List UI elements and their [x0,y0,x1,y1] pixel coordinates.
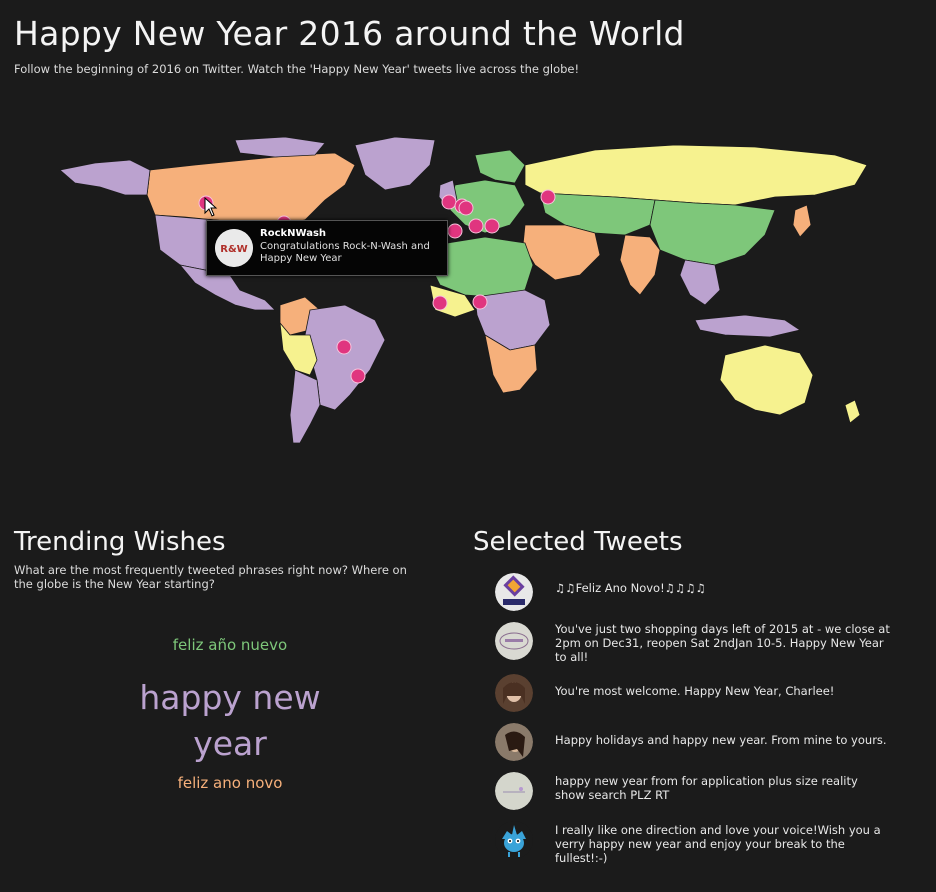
tooltip-username: RockNWash [260,228,327,239]
shop-logo-icon [495,622,533,660]
region-canada[interactable] [146,152,356,226]
trending-phrase[interactable]: feliz año nuevo [172,636,288,654]
tweet-text: You're most welcome. Happy New Year, Cha… [555,684,835,698]
tweet-text: happy new year from for application plus… [555,774,858,802]
tweet-marker[interactable] [468,218,484,234]
region-australia[interactable] [719,344,814,416]
tweet-text: I really like one direction and love you… [555,823,881,865]
trending-phrase[interactable]: feliz ano novo [177,774,283,792]
tweet-marker[interactable] [447,223,463,239]
trending-description: What are the most frequently tweeted phr… [14,563,407,591]
region-china[interactable] [649,199,776,266]
tweet-marker[interactable] [350,368,366,384]
woman-portrait-icon [495,674,533,712]
woman-photo-icon [495,723,533,761]
tweet-marker[interactable] [484,218,500,234]
selected-tweets-title: Selected Tweets [473,527,683,557]
tweet-text: You've just two shopping days left of 20… [555,622,890,664]
region-middle-east[interactable] [522,224,601,281]
tweet-marker[interactable] [458,200,474,216]
region-japan[interactable] [792,204,812,238]
tweet-marker[interactable] [472,294,488,310]
tweet-marker[interactable] [432,295,448,311]
tweet-marker[interactable] [336,339,352,355]
svg-text:R&W: R&W [220,244,247,255]
world-map[interactable] [55,125,875,455]
region-indonesia[interactable] [694,314,801,338]
region-western-europe[interactable] [449,179,526,234]
page-title: Happy New Year 2016 around the World [14,14,685,53]
region-southeast-asia[interactable] [679,259,721,306]
rocknwash-logo-icon: R&W [215,229,253,267]
region-peru-bolivia[interactable] [279,321,318,376]
tooltip-tweet-text: Congratulations Rock-N-Wash and Happy Ne… [260,241,430,264]
region-argentina[interactable] [289,369,321,444]
region-alaska[interactable] [59,159,151,196]
region-india[interactable] [619,234,661,296]
tweet-text: Happy holidays and happy new year. From … [555,733,887,747]
region-arctic-islands[interactable] [234,136,326,158]
sketch-icon [495,772,533,810]
region-southern-africa[interactable] [484,334,538,394]
tweet-text: ♫♫Feliz Ano Novo!♫♫♫♫ [555,581,706,595]
region-mexico[interactable] [178,264,276,311]
region-greenland[interactable] [354,136,436,191]
tweet-marker[interactable] [441,194,457,210]
blue-bird-icon [495,821,533,859]
mouse-pointer-icon [204,197,218,217]
trending-phrase-top[interactable]: happy new year [139,678,321,763]
region-scandinavia[interactable] [474,149,526,184]
trending-title: Trending Wishes [14,527,226,557]
page-subtitle: Follow the beginning of 2016 on Twitter.… [14,62,580,76]
region-new-zealand[interactable] [844,399,861,424]
tweet-tooltip: R&W RockNWash Congratulations Rock-N-Was… [206,220,448,276]
agency-logo-icon [495,573,533,611]
tweet-marker[interactable] [540,189,556,205]
